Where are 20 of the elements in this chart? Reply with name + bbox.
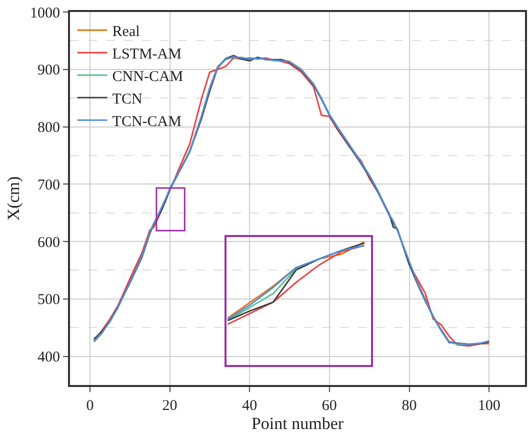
legend-label: TCN-CAM: [112, 114, 182, 130]
y-tick-label: 700: [38, 177, 60, 194]
y-tick-label: 1000: [30, 5, 60, 22]
legend-label: TCN: [112, 91, 142, 108]
legend-label: Real: [112, 24, 140, 40]
x-tick-label: 80: [402, 398, 417, 414]
y-tick-label: 900: [38, 62, 60, 79]
legend-label: LSTM-AM: [112, 46, 182, 62]
y-tick-label: 400: [38, 350, 60, 366]
y-tick-label: 800: [38, 120, 60, 136]
x-tick-label: 20: [162, 398, 178, 414]
x-tick-label: 0: [86, 398, 94, 414]
legend-label: CNN-CAM: [112, 68, 184, 85]
y-tick-label: 600: [38, 234, 60, 251]
x-axis-title: Point number: [251, 414, 344, 433]
x-tick-label: 40: [242, 398, 258, 414]
x-tick-label: 60: [322, 398, 337, 414]
y-axis-title: X(cm): [4, 176, 24, 221]
x-tick-label: 100: [478, 398, 500, 414]
y-tick-label: 500: [38, 292, 60, 308]
